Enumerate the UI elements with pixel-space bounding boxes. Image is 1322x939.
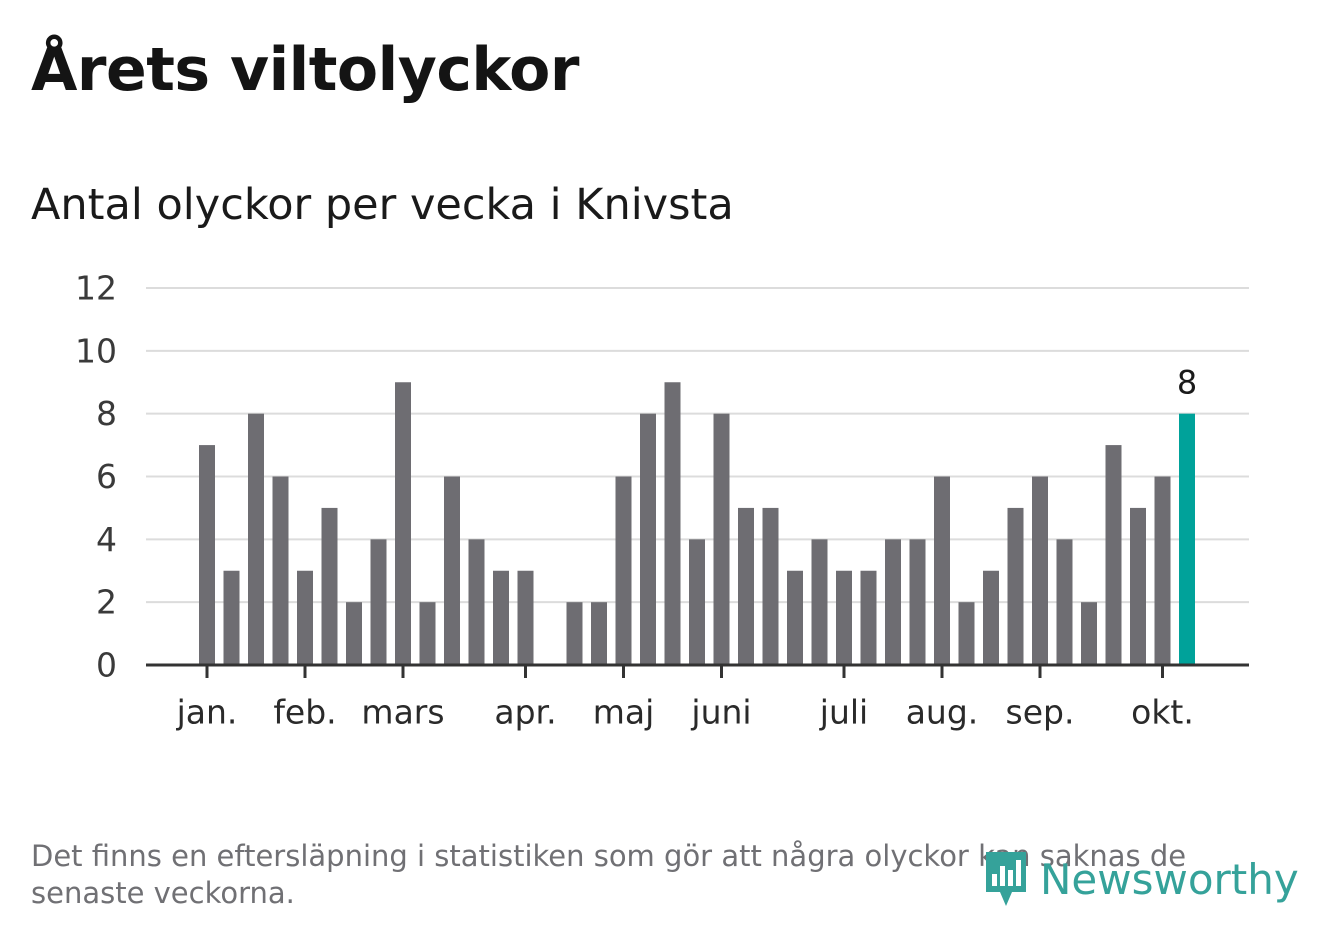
bar — [1154, 476, 1171, 665]
x-tick-label: mars — [361, 693, 444, 732]
x-axis-ticks — [205, 665, 1164, 678]
bar — [591, 602, 607, 665]
x-tick-label: juni — [690, 693, 751, 732]
bar — [1007, 507, 1024, 665]
bar — [811, 539, 828, 665]
bar — [1130, 507, 1146, 665]
bar — [689, 539, 705, 665]
bar — [640, 413, 656, 665]
bar — [787, 570, 803, 665]
bar — [297, 570, 313, 665]
bar — [321, 507, 338, 665]
bar — [444, 476, 460, 665]
bar — [738, 507, 754, 665]
bar — [493, 570, 509, 665]
y-tick-label: 2 — [96, 583, 117, 622]
bar — [1056, 539, 1073, 665]
x-tick-label: juli — [819, 693, 868, 732]
chart-title: Årets viltolyckor — [31, 35, 580, 105]
bar — [419, 602, 436, 665]
bar — [566, 602, 583, 665]
x-tick-label: sep. — [1006, 693, 1075, 732]
bar — [248, 413, 264, 665]
bar — [958, 602, 975, 665]
bar — [468, 539, 485, 665]
bar — [517, 570, 534, 665]
bar-chart: 0 2 4 6 8 10 12 jan. feb. mars apr. maj juni juli aug… — [75, 269, 1249, 732]
bar — [983, 570, 999, 665]
bar — [223, 570, 240, 665]
bar-highlight — [1179, 413, 1195, 665]
bar — [395, 382, 411, 665]
bar-chart-speech-bubble-icon — [986, 852, 1026, 906]
y-tick-label: 4 — [96, 520, 117, 559]
annotations: 8 — [1177, 364, 1197, 402]
bar — [836, 570, 852, 665]
bar — [762, 507, 779, 665]
bar — [885, 539, 901, 665]
bar — [346, 602, 362, 665]
chart-subtitle: Antal olyckor per vecka i Knivsta — [31, 180, 734, 230]
x-tick-label: feb. — [273, 693, 336, 732]
bar — [370, 539, 387, 665]
bar — [1081, 602, 1097, 665]
y-tick-label: 0 — [96, 646, 117, 685]
y-axis-labels: 0 2 4 6 8 10 12 — [75, 269, 117, 685]
bar — [909, 539, 926, 665]
x-tick-label: aug. — [906, 693, 979, 732]
highlight-value-label: 8 — [1177, 364, 1197, 402]
bar — [934, 476, 950, 665]
y-tick-label: 6 — [96, 457, 117, 496]
logo-text: Newsworthy — [1040, 854, 1299, 904]
newsworthy-logo: Newsworthy — [982, 848, 1299, 910]
bar — [664, 382, 681, 665]
bar — [615, 476, 632, 665]
x-tick-label: okt. — [1131, 693, 1194, 732]
bar — [1105, 445, 1122, 665]
bar — [272, 476, 289, 665]
bars — [199, 382, 1195, 665]
bar — [713, 413, 730, 665]
y-tick-label: 8 — [96, 394, 117, 433]
x-tick-label: jan. — [176, 693, 238, 732]
x-axis-labels: jan. feb. mars apr. maj juni juli aug. sep. okt. — [176, 693, 1194, 732]
y-tick-label: 12 — [75, 269, 117, 308]
x-tick-label: maj — [593, 693, 655, 732]
bar — [1032, 476, 1048, 665]
bar — [860, 570, 877, 665]
y-tick-label: 10 — [75, 331, 117, 370]
x-tick-label: apr. — [494, 693, 556, 732]
bar — [199, 445, 215, 665]
